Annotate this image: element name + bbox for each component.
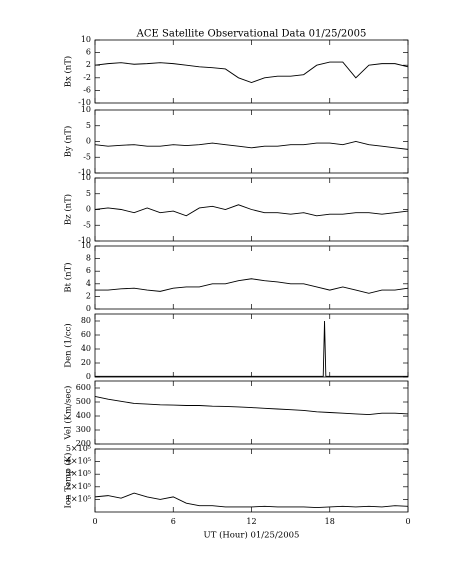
y-tick-label: -10	[78, 168, 91, 177]
y-tick-label: -10	[78, 98, 91, 107]
y-tick-label: 0	[86, 205, 91, 214]
y-tick-label: 4	[86, 279, 91, 288]
y-tick-label: 6	[86, 48, 91, 57]
y-axis-label: By (nT)	[63, 126, 74, 158]
y-axis-label: Bx (nT)	[63, 56, 74, 88]
y-tick-label: 1×10⁵	[66, 494, 91, 503]
y-tick-label: 5	[86, 189, 91, 198]
x-axis-label: UT (Hour) 01/25/2005	[204, 530, 300, 541]
y-tick-label: -2	[83, 73, 91, 82]
y-tick-label: 600	[76, 383, 91, 392]
data-line	[94, 395, 409, 416]
y-tick-label: 3×10⁵	[66, 469, 91, 478]
panel-frame	[94, 109, 409, 174]
y-axis-label: Bt (nT)	[63, 262, 74, 292]
y-axis-label: Bz (nT)	[63, 194, 74, 225]
data-line	[94, 141, 409, 150]
y-tick-label: 2	[86, 60, 91, 69]
y-tick-label: 4×10⁵	[66, 457, 91, 466]
panel-frame	[94, 380, 409, 445]
chart-title: ACE Satellite Observational Data 01/25/2…	[136, 29, 367, 40]
y-tick-label: 300	[76, 425, 91, 434]
y-tick-label: 400	[76, 411, 91, 420]
y-tick-label: 10	[81, 241, 91, 250]
y-axis-label: Den (1/cc)	[63, 323, 74, 367]
y-tick-label: 5	[86, 121, 91, 130]
panel-frame	[94, 313, 409, 378]
panel-frame	[94, 245, 409, 310]
data-line	[95, 278, 409, 294]
x-tick-label: 0	[92, 517, 97, 526]
x-tick-label: 12	[246, 517, 256, 526]
data-line	[94, 61, 409, 84]
x-tick-label: 18	[325, 517, 335, 526]
y-axis-label: Vel (Km/sec)	[63, 386, 74, 441]
y-tick-label: -10	[78, 236, 91, 245]
y-tick-label: -6	[83, 85, 91, 94]
y-tick-label: 0	[86, 304, 91, 313]
y-tick-label: -5	[83, 220, 91, 229]
y-tick-label: 10	[81, 105, 91, 114]
y-tick-label: 2×10⁵	[66, 482, 91, 491]
y-tick-label: 500	[76, 397, 91, 406]
panel-frame	[94, 39, 409, 104]
y-tick-label: -5	[83, 152, 91, 161]
y-tick-label: 10	[81, 35, 91, 44]
x-tick-label: 6	[171, 517, 176, 526]
y-tick-label: 40	[81, 344, 91, 353]
y-tick-label: 6	[86, 266, 91, 275]
y-tick-label: 0	[86, 372, 91, 381]
y-tick-label: 0	[86, 137, 91, 146]
y-tick-label: 2	[86, 291, 91, 300]
y-tick-label: 10	[81, 173, 91, 182]
data-line	[94, 492, 409, 509]
y-tick-label: 20	[81, 358, 91, 367]
data-line	[94, 204, 409, 217]
y-tick-label: 8	[86, 254, 91, 263]
data-line	[95, 320, 408, 377]
y-axis-label: Ion Temp (K)	[63, 453, 74, 509]
y-tick-label: 80	[81, 316, 91, 325]
y-tick-label: 200	[76, 439, 91, 448]
x-tick-label: 0	[405, 517, 410, 526]
panel-frame	[94, 448, 409, 513]
y-tick-label: 60	[81, 330, 91, 339]
y-tick-label: 5×10⁵	[66, 444, 91, 453]
